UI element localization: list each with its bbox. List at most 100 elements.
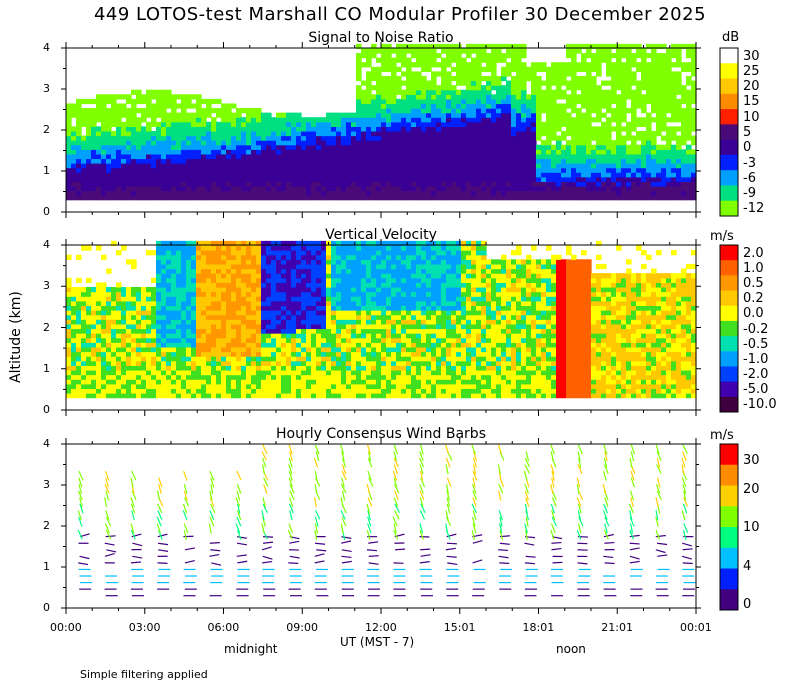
colorbar-swatch [720,305,738,322]
x-tick-label: 00:00 [50,621,82,634]
colorbar-label: -3 [743,155,756,171]
vv-panel-title: Vertical Velocity [325,227,437,243]
colorbar-swatch [720,589,738,611]
colorbar-2 [719,244,739,413]
colorbar-label: 20 [743,79,760,95]
colorbar-swatch [720,109,738,125]
noon-label: noon [556,642,586,656]
colorbar-label: 0.0 [743,306,764,322]
y-tick-label: 2 [43,320,50,334]
snr-panel-title: Signal to Noise Ratio [308,30,454,46]
midnight-label: midnight [224,642,278,656]
colorbar-swatch [720,93,738,110]
colorbar-label: 20 [743,481,760,497]
x-tick-label: 15:01 [443,621,476,634]
colorbar-swatch [720,444,738,466]
y-tick-label: 0 [43,403,50,416]
y-tick-label: 0 [43,205,50,218]
x-tick-label: 06:00 [207,621,240,634]
wind-barbs [77,444,696,597]
y-tick-label: 1 [43,361,50,375]
colorbar-label: 15 [743,94,760,110]
y-axis-label: Altitude (km) [8,291,24,383]
colorbar-frame [719,244,739,413]
colorbar-swatch [720,351,738,367]
y-tick-label: 3 [43,478,50,491]
colorbar-label: 4 [743,558,752,574]
colorbar-swatch [720,124,738,141]
y-tick-label: 3 [43,279,50,293]
colorbar-swatch [720,568,738,590]
colorbar-label: -10.0 [743,397,777,413]
colorbar-swatch [720,63,738,80]
colorbar-label: -5.0 [743,382,769,398]
colorbar-label: 0.5 [743,275,764,291]
colorbar-swatch [720,170,738,186]
colorbar-swatch [720,506,738,528]
snr-unit-label: dB [722,30,740,45]
colorbar-swatch [720,464,738,486]
colorbar-label: -2.0 [743,367,769,383]
x-tick-label: 21:01 [601,621,633,634]
x-tick-label: 18:01 [522,621,555,634]
y-tick-label: 4 [43,437,50,450]
colorbar-swatch [720,366,738,383]
x-tick-label: 09:00 [286,621,318,634]
vv-heatmap [66,240,697,399]
colorbar-label: 25 [743,63,760,79]
colorbar-3 [719,443,739,611]
x-axis-label: UT (MST - 7) [340,635,415,649]
x-tick-label: 00:01 [680,621,712,634]
colorbar-swatch [720,275,738,292]
colorbar-1 [719,47,739,217]
y-tick-label: 4 [43,238,50,251]
colorbar-swatch [720,48,738,64]
y-tick-label: 2 [43,519,50,532]
footer-note: Simple filtering applied [80,668,208,681]
colorbar-label: 30 [743,48,760,64]
colorbar-label: 1.0 [743,260,764,276]
snr-heatmap [66,43,697,201]
colorbar-label: -0.5 [743,336,769,352]
x-tick-label: 03:00 [128,621,161,634]
colorbar-label: -9 [743,186,756,202]
colorbar-swatch [720,154,738,171]
colorbar-label: 2.0 [743,245,764,261]
colorbar-label: 10 [743,109,760,125]
colorbar-label: -1.0 [743,351,769,367]
colorbar-label: 0 [743,140,752,156]
wind-unit-label: m/s [710,428,734,443]
colorbar-swatch [720,336,738,352]
colorbar-label: 0 [743,597,752,612]
colorbar-swatch [720,547,738,569]
colorbar-swatch [720,527,738,549]
colorbar-label: 10 [743,520,760,535]
colorbar-swatch [720,485,738,507]
colorbar-swatch [720,139,738,156]
y-tick-label: 1 [43,164,50,177]
colorbar-frame [719,443,739,611]
y-tick-label: 3 [43,82,50,95]
y-tick-label: 2 [43,123,50,136]
colorbar-swatch [720,260,738,276]
colorbar-swatch [720,320,738,337]
colorbar-swatch [720,185,738,202]
vv-unit-label: m/s [710,229,734,244]
y-tick-label: 1 [43,560,50,573]
colorbar-label: 0.2 [743,291,764,307]
colorbar-label: -6 [743,170,756,186]
colorbar-label: -0.2 [743,321,769,337]
colorbar-swatch [720,381,738,398]
wind-panel-title: Hourly Consensus Wind Barbs [275,426,486,442]
colorbar-swatch [720,245,738,261]
colorbar-swatch [720,396,738,413]
colorbar-swatch [720,290,738,307]
chart-title: 449 LOTOS-test Marshall CO Modular Profi… [93,4,707,25]
colorbar-label: 30 [743,453,760,468]
y-tick-label: 4 [43,41,50,54]
colorbar-swatch [720,78,738,95]
colorbar-frame [719,47,739,217]
y-tick-label: 0 [43,601,50,614]
colorbar-label: 5 [743,125,752,140]
